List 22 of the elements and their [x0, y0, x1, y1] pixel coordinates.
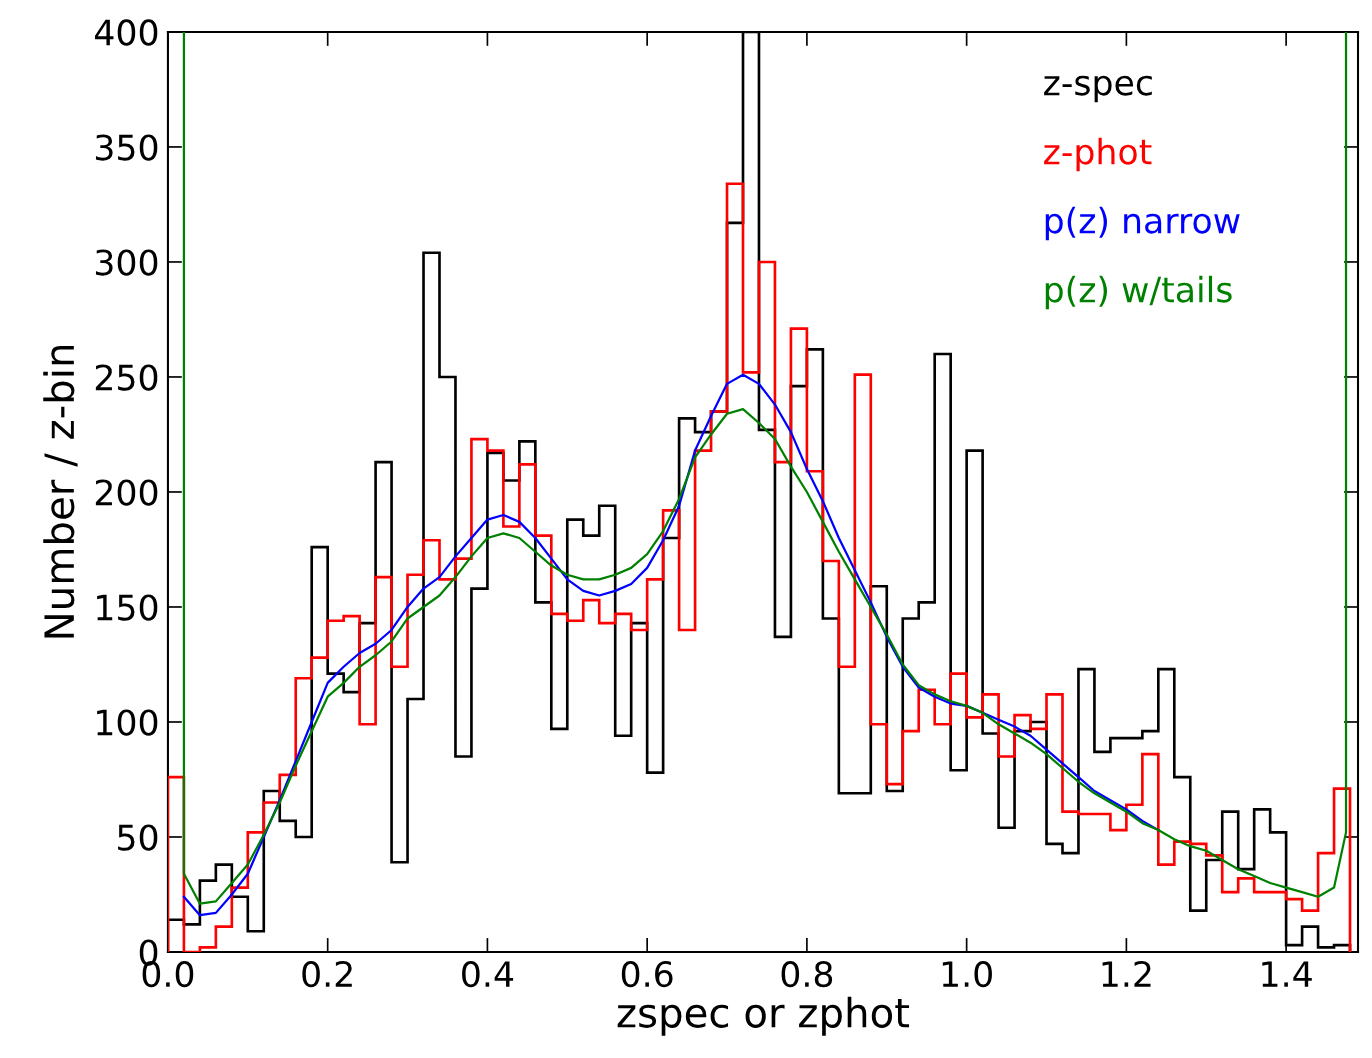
x-tick-label: 0.8	[781, 960, 833, 988]
y-tick-label: 400	[95, 19, 158, 46]
text: p(z) narrow	[1045, 206, 1240, 241]
x-tick-label: 1.0	[942, 960, 992, 988]
x-tick-label: 1.4	[1262, 961, 1312, 987]
y-tick-label: 50	[118, 824, 158, 851]
x-tick-label: 0.6	[621, 960, 673, 988]
x-tick-label: 0.4	[462, 960, 514, 988]
x-tick-label: 0.2	[302, 960, 352, 988]
text: z-phot	[1044, 137, 1152, 172]
y-tick-label: 250	[95, 364, 158, 391]
y-tick-label: 100	[97, 709, 158, 736]
y-tick-label: 150	[97, 594, 158, 621]
text: p(z) w/tails	[1045, 275, 1232, 310]
y-axis-title: Number / z-bin	[43, 345, 78, 638]
y-tick-label: 350	[95, 134, 158, 161]
y-tick-label: 300	[95, 249, 158, 276]
x-tick-label: 1.2	[1102, 960, 1151, 987]
legend-label: z-spec	[1044, 75, 1152, 103]
y-tick-label: 200	[95, 479, 158, 506]
x-axis-title: zspec or zphot	[617, 996, 910, 1036]
line-series	[182, 373, 1160, 917]
